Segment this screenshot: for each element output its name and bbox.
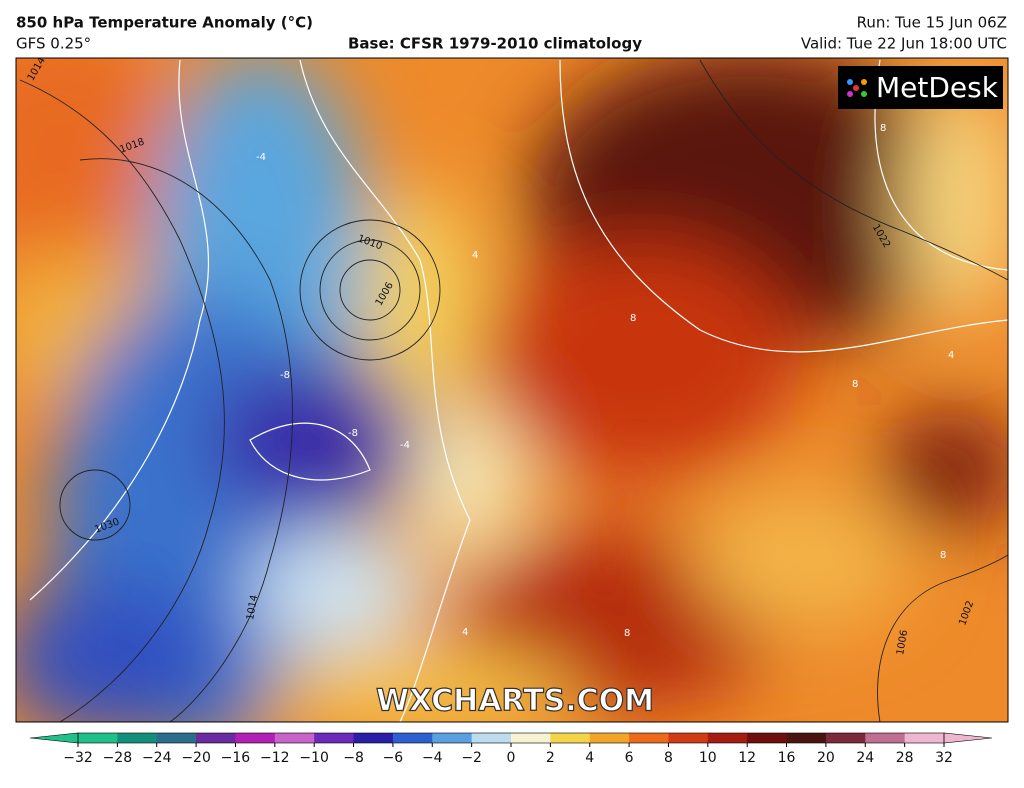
run: Run: Tue 15 Jun 06Z bbox=[857, 14, 1007, 32]
colorbar-tick-label: 20 bbox=[817, 750, 835, 766]
colorbar-tick-label: 28 bbox=[896, 750, 914, 766]
colorbar-tick-label: 16 bbox=[778, 750, 796, 766]
colorbar-segment bbox=[707, 733, 748, 743]
valid: Valid: Tue 22 Jun 18:00 UTC bbox=[801, 35, 1007, 53]
contour-label: -4 bbox=[256, 152, 266, 163]
colorbar-tick-label: 12 bbox=[738, 750, 756, 766]
model: GFS 0.25° bbox=[16, 35, 91, 53]
logo-box bbox=[838, 66, 1003, 109]
colorbar-tick-label: −6 bbox=[383, 750, 404, 766]
colorbar-segment bbox=[471, 733, 512, 743]
colorbar-segment bbox=[904, 733, 945, 743]
colorbar-segment bbox=[235, 733, 276, 743]
colorbar-tick-label: −16 bbox=[221, 750, 251, 766]
colorbar-tick-label: 24 bbox=[856, 750, 874, 766]
colorbar-tick-label: 0 bbox=[507, 750, 516, 766]
contour-label: 8 bbox=[940, 550, 946, 561]
contour-label: 1014 bbox=[245, 594, 260, 621]
colorbar-segment bbox=[747, 733, 788, 743]
colorbar-segment bbox=[117, 733, 158, 743]
colorbar-segment bbox=[550, 733, 591, 743]
logo: MetDesk bbox=[876, 71, 999, 104]
contour-label: -8 bbox=[348, 428, 358, 439]
colorbar-arrow-low bbox=[29, 732, 79, 744]
colorbar-segment bbox=[353, 733, 394, 743]
watermark: WXCHARTS.COM bbox=[376, 684, 654, 719]
contour-label: -4 bbox=[400, 440, 410, 451]
colorbar-tick-label: −2 bbox=[461, 750, 482, 766]
colorbar-tick-label: −28 bbox=[103, 750, 133, 766]
map: MetDesk WXCHARTS.COM 1014 1018 1010 1006… bbox=[16, 58, 1008, 722]
colorbar-segment bbox=[314, 733, 355, 743]
contour-label: 8 bbox=[880, 123, 886, 134]
colorbar-tick-label: 2 bbox=[546, 750, 555, 766]
colorbar-tick-label: 4 bbox=[585, 750, 594, 766]
pressure-contours bbox=[19, 59, 1008, 722]
colorbar-tick-label: −10 bbox=[299, 750, 329, 766]
colorbar-tick-label: 6 bbox=[625, 750, 634, 766]
base: Base: CFSR 1979-2010 climatology bbox=[348, 35, 642, 53]
contour-label: 4 bbox=[472, 250, 478, 261]
contour-label: 8 bbox=[630, 313, 636, 324]
colorbar-tick-label: 8 bbox=[664, 750, 673, 766]
contour-label: 1006 bbox=[895, 629, 910, 656]
contour-label: 4 bbox=[948, 350, 954, 361]
colorbar-segment bbox=[392, 733, 433, 743]
colorbar-tick-label: 10 bbox=[699, 750, 717, 766]
colorbar-segment bbox=[274, 733, 315, 743]
colorbar-segment bbox=[432, 733, 473, 743]
colorbar: −32 −28 −24 −20 −16 −12 −10 −8 −6 −4 −2 0 2 4 6 8 10 12 16… bbox=[29, 732, 993, 766]
contour-label: 8 bbox=[624, 628, 630, 639]
contour-label: -8 bbox=[280, 370, 290, 381]
map-frame bbox=[15, 57, 1009, 723]
colorbar-tick-label: −4 bbox=[422, 750, 443, 766]
colorbar-tick-label: −32 bbox=[63, 750, 93, 766]
colorbar-segment bbox=[668, 733, 709, 743]
colorbar-segment bbox=[589, 733, 630, 743]
colorbar-tick-label: 32 bbox=[935, 750, 953, 766]
colorbar-tick-label: −24 bbox=[142, 750, 172, 766]
colorbar-segment bbox=[786, 733, 827, 743]
colorbar-segment bbox=[78, 733, 118, 743]
contour-label: 4 bbox=[462, 627, 468, 638]
colorbar-segment bbox=[825, 733, 866, 743]
colorbar-segment bbox=[156, 733, 197, 743]
colorbar-tick-label: −8 bbox=[343, 750, 364, 766]
title: 850 hPa Temperature Anomaly (°C) bbox=[16, 14, 313, 32]
colorbar-segment bbox=[629, 733, 669, 743]
colorbar-arrow-high bbox=[943, 732, 993, 744]
colorbar-segment bbox=[511, 733, 551, 743]
colorbar-tick-label: −20 bbox=[181, 750, 211, 766]
contour-label: 8 bbox=[852, 379, 858, 390]
colorbar-tick-label: −12 bbox=[260, 750, 290, 766]
colorbar-segment bbox=[865, 733, 906, 743]
anomaly-contours bbox=[29, 59, 1008, 722]
logo-icon bbox=[847, 79, 867, 97]
colorbar-segment bbox=[196, 733, 236, 743]
